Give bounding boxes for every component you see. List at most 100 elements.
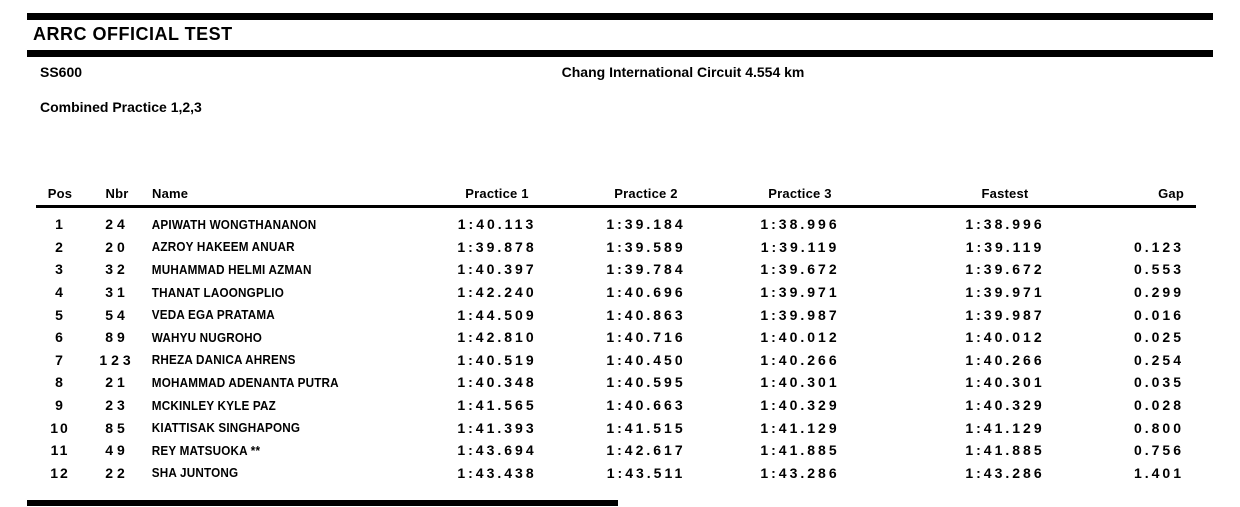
table-row: 7 123 RHEZA DANICA AHRENS 1:40.519 1:40.450 1…: [36, 349, 1196, 372]
cell-practice1: 1:43.438: [457, 464, 537, 481]
cell-practice2: 1:40.663: [606, 397, 686, 414]
cell-practice2: 1:40.595: [606, 374, 686, 391]
cell-name: MCKINLEY KYLE PAZ: [150, 394, 410, 417]
cell-nbr: 49: [105, 442, 129, 459]
cell-fastest: 1:39.971: [965, 284, 1045, 301]
cell-practice3: 1:39.119: [760, 238, 840, 255]
cell-pos: 10: [50, 419, 70, 436]
cell-nbr: 89: [105, 329, 129, 346]
cell-fastest: 1:39.672: [965, 261, 1045, 278]
rider-name: SHA JUNTONG: [151, 465, 239, 481]
cell-practice3: 1:40.012: [760, 329, 840, 346]
cell-practice1: 1:40.397: [457, 261, 537, 278]
cell-fastest: 1:39.119: [965, 238, 1045, 255]
cell-name: VEDA EGA PRATAMA: [150, 303, 410, 326]
cell-gap: 1.401: [1133, 464, 1184, 481]
cell-pos: 12: [50, 464, 70, 481]
cell-practice1: 1:44.509: [457, 306, 537, 323]
cell-fastest: 1:43.286: [965, 464, 1045, 481]
cell-pos: 9: [55, 397, 65, 414]
cell-practice1: 1:40.519: [457, 351, 537, 368]
title-underline-rule: [27, 50, 1213, 57]
rider-name: REY MATSUOKA **: [151, 442, 261, 458]
cell-practice3: 1:40.329: [760, 397, 840, 414]
cell-practice2: 1:42.617: [606, 442, 686, 459]
rider-name: WAHYU NUGROHO: [151, 329, 263, 345]
cell-practice2: 1:40.716: [606, 329, 686, 346]
cell-fastest: 1:39.987: [965, 306, 1045, 323]
cell-practice1: 1:40.113: [457, 216, 537, 233]
table-row: 5 54 VEDA EGA PRATAMA 1:44.509 1:40.863 1:39.…: [36, 303, 1196, 326]
table-row: 8 21 MOHAMMAD ADENANTA PUTRA 1:40.348 1:40.5…: [36, 371, 1196, 394]
cell-pos: 4: [55, 284, 65, 301]
cell-name: WAHYU NUGROHO: [150, 326, 410, 349]
cell-fastest: 1:40.301: [965, 374, 1045, 391]
rider-name: APIWATH WONGTHANANON: [151, 216, 317, 232]
cell-pos: 6: [55, 329, 65, 346]
table-row: 2 20 AZROY HAKEEM ANUAR 1:39.878 1:39.589 1:3…: [36, 236, 1196, 259]
cell-practice2: 1:41.515: [606, 419, 686, 436]
cell-pos: 3: [55, 261, 65, 278]
cell-nbr: 31: [105, 284, 129, 301]
cell-practice2: 1:39.589: [606, 238, 686, 255]
table-row: 4 31 THANAT LAOONGPLIO 1:42.240 1:40.696 1:39…: [36, 281, 1196, 304]
cell-practice2: 1:39.784: [606, 261, 686, 278]
cell-practice2: 1:40.863: [606, 306, 686, 323]
cell-name: SHA JUNTONG: [150, 462, 410, 485]
table-row: 10 85 KIATTISAK SINGHAPONG 1:41.393 1:41.515…: [36, 416, 1196, 439]
table-row: 3 32 MUHAMMAD HELMI AZMAN 1:40.397 1:39.784 1…: [36, 258, 1196, 281]
rider-name: RHEZA DANICA AHRENS: [151, 352, 296, 368]
column-header-practice-1: Practice 1: [410, 182, 584, 208]
cell-name: AZROY HAKEEM ANUAR: [150, 236, 410, 259]
cell-practice3: 1:39.987: [760, 306, 840, 323]
cell-gap: 0.123: [1133, 238, 1184, 255]
cell-gap: 0.756: [1133, 442, 1184, 459]
rider-name: MCKINLEY KYLE PAZ: [151, 397, 276, 413]
results-table: Pos Nbr Name Practice 1 Practice 2 Practice 3…: [36, 182, 1196, 484]
cell-nbr: 123: [99, 351, 135, 368]
cell-practice1: 1:40.348: [457, 374, 537, 391]
cell-name: MUHAMMAD HELMI AZMAN: [150, 258, 410, 281]
cell-nbr: 20: [105, 238, 129, 255]
table-row: 12 22 SHA JUNTONG 1:43.438 1:43.511 1:43.286 1…: [36, 462, 1196, 485]
cell-nbr: 23: [105, 397, 129, 414]
cell-practice3: 1:40.301: [760, 374, 840, 391]
column-header-nbr: Nbr: [84, 182, 150, 208]
cell-fastest: 1:41.885: [965, 442, 1045, 459]
cell-fastest: 1:40.012: [965, 329, 1045, 346]
bottom-rule: [27, 500, 618, 506]
rider-name: VEDA EGA PRATAMA: [151, 307, 275, 323]
cell-gap: 0.028: [1133, 397, 1184, 414]
column-header-gap: Gap: [1118, 182, 1196, 208]
top-rule: [27, 13, 1213, 20]
cell-practice2: 1:40.696: [606, 284, 686, 301]
cell-practice3: 1:39.672: [760, 261, 840, 278]
column-header-practice-2: Practice 2: [584, 182, 708, 208]
cell-nbr: 24: [105, 216, 129, 233]
table-row: 6 89 WAHYU NUGROHO 1:42.810 1:40.716 1:40.012…: [36, 326, 1196, 349]
cell-practice3: 1:41.885: [760, 442, 840, 459]
cell-gap: 0.025: [1133, 329, 1184, 346]
cell-name: MOHAMMAD ADENANTA PUTRA: [150, 371, 410, 394]
cell-nbr: 54: [105, 306, 129, 323]
class-label: SS600: [40, 64, 83, 80]
cell-fastest: 1:38.996: [965, 216, 1045, 233]
session-label: Combined Practice 1,2,3: [40, 99, 202, 115]
cell-practice3: 1:43.286: [760, 464, 840, 481]
rider-name: MUHAMMAD HELMI AZMAN: [151, 261, 312, 277]
cell-pos: 5: [55, 306, 65, 323]
rider-name: MOHAMMAD ADENANTA PUTRA: [151, 374, 339, 390]
cell-practice1: 1:41.565: [457, 397, 537, 414]
cell-fastest: 1:40.266: [965, 351, 1045, 368]
cell-practice1: 1:39.878: [457, 238, 537, 255]
cell-gap: 0.035: [1133, 374, 1184, 391]
cell-practice3: 1:41.129: [760, 419, 840, 436]
column-header-pos: Pos: [36, 182, 84, 208]
cell-nbr: 32: [105, 261, 129, 278]
column-header-name: Name: [150, 182, 410, 208]
cell-pos: 1: [55, 216, 65, 233]
cell-fastest: 1:41.129: [965, 419, 1045, 436]
cell-practice1: 1:43.694: [457, 442, 537, 459]
cell-nbr: 22: [105, 464, 129, 481]
